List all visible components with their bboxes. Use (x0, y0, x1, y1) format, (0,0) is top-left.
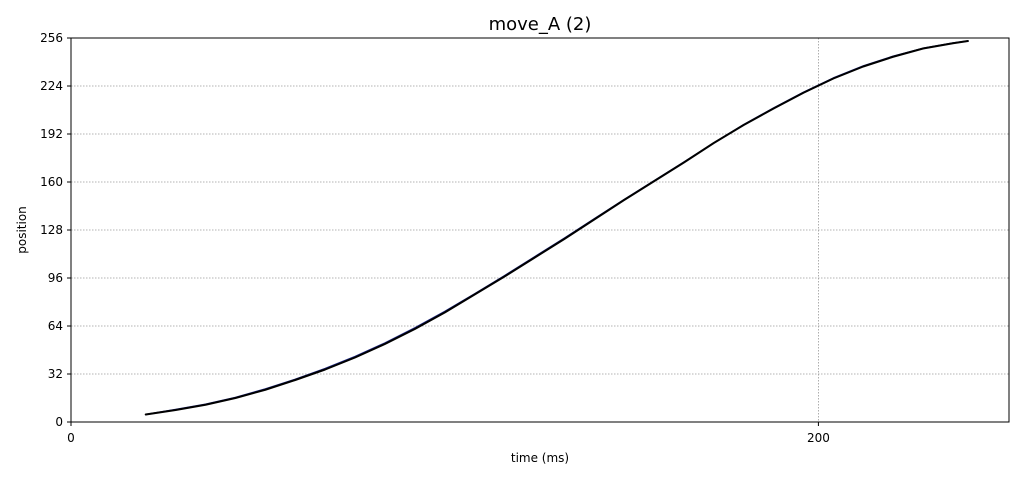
y-tick-label: 224 (40, 79, 63, 93)
axis-ticks: 0 32 64 96 128 160 192 224 256 0 200 (40, 31, 830, 445)
data-series (144, 40, 969, 416)
y-tick-label: 256 (40, 31, 63, 45)
y-tick-label: 128 (40, 223, 63, 237)
chart-title: move_A (2) (489, 14, 592, 35)
y-tick-label: 96 (48, 271, 63, 285)
y-tick-label: 32 (48, 367, 63, 381)
y-tick-label: 192 (40, 127, 63, 141)
x-tick-label: 0 (67, 431, 75, 445)
y-tick-label: 160 (40, 175, 63, 189)
y-tick-label: 64 (48, 319, 63, 333)
y-tick-label: 0 (55, 415, 63, 429)
series-line (144, 40, 969, 416)
x-axis-title: time (ms) (511, 451, 569, 465)
y-axis-title: position (15, 206, 29, 254)
x-tick-label: 200 (807, 431, 830, 445)
grid-lines (71, 38, 1009, 422)
